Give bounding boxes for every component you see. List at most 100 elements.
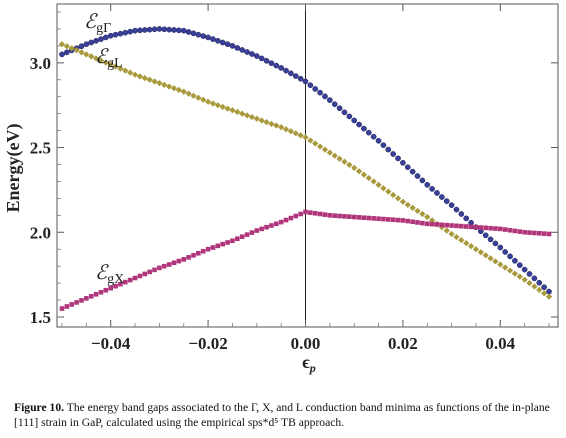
data-point [355, 168, 363, 175]
data-point [268, 120, 275, 127]
data-point [360, 171, 368, 178]
data-point [273, 122, 280, 129]
data-point [307, 82, 314, 89]
data-point [351, 164, 358, 172]
data-point [132, 27, 138, 34]
data-point [385, 146, 392, 153]
data-point [84, 296, 89, 301]
data-point [127, 277, 133, 283]
data-point [332, 213, 338, 218]
data-point [497, 244, 504, 251]
data-point [449, 223, 454, 228]
data-point [137, 27, 143, 34]
data-point [287, 128, 295, 135]
data-point [215, 243, 221, 249]
data-point [74, 300, 79, 305]
data-point [302, 78, 309, 85]
data-point [405, 218, 411, 224]
x-tick-label: −0.02 [188, 334, 227, 353]
data-point [458, 236, 465, 244]
data-point [298, 211, 303, 217]
data-point [234, 45, 241, 51]
data-point [531, 275, 538, 282]
data-point [117, 30, 124, 37]
data-point [376, 216, 381, 222]
data-point [69, 302, 75, 307]
data-point [108, 285, 113, 291]
data-point [292, 73, 299, 79]
data-point [370, 178, 377, 185]
data-point [512, 228, 518, 234]
data-point [487, 255, 494, 262]
data-point [278, 219, 284, 225]
data-point [200, 33, 207, 39]
data-point [434, 190, 440, 196]
data-point [137, 273, 143, 279]
data-point [307, 137, 314, 144]
data-point [210, 36, 216, 42]
figure-caption: Figure 10. The energy band gaps associat… [14, 400, 559, 430]
series-label-gX: ℰgX [95, 262, 124, 287]
plot-frame [56, 3, 559, 328]
data-point [205, 34, 211, 41]
data-point [316, 143, 324, 150]
data-point [497, 261, 504, 268]
data-point [141, 74, 148, 82]
data-point [517, 229, 523, 234]
data-point [488, 225, 493, 231]
data-point [536, 279, 543, 286]
data-point [453, 206, 460, 213]
data-point [424, 221, 430, 227]
series-gX [59, 209, 552, 311]
data-point [93, 291, 99, 297]
data-point [356, 121, 362, 128]
data-point [88, 294, 94, 299]
data-point [166, 26, 172, 33]
data-point [219, 39, 226, 46]
data-point [200, 96, 207, 103]
x-tick-label: 0.00 [291, 334, 321, 353]
data-point [492, 258, 499, 265]
data-point [526, 279, 533, 287]
data-point [443, 227, 450, 234]
data-point [59, 51, 65, 58]
data-point [439, 222, 445, 228]
data-point [512, 257, 518, 264]
data-point [473, 224, 479, 230]
data-point [268, 60, 275, 67]
data-point [385, 217, 391, 222]
data-point [531, 283, 538, 290]
series-label-gL: ℰgL [95, 46, 123, 71]
data-point [278, 65, 284, 71]
data-point [424, 181, 431, 188]
data-point [64, 304, 70, 309]
data-point [322, 93, 328, 100]
data-point [180, 27, 187, 34]
data-point [502, 249, 509, 255]
data-point [331, 152, 338, 159]
data-point [346, 161, 353, 168]
data-point [521, 276, 528, 283]
data-point [190, 30, 197, 37]
data-point [220, 241, 226, 247]
data-point [516, 262, 523, 268]
data-point [180, 88, 187, 95]
data-point [244, 232, 250, 237]
data-point [293, 213, 299, 219]
data-point [283, 67, 289, 74]
data-point [122, 67, 129, 74]
x-tick-label: 0.04 [485, 334, 515, 353]
data-point [195, 31, 202, 38]
data-point [400, 159, 406, 166]
data-point [419, 210, 426, 218]
data-point [482, 232, 489, 239]
data-point [166, 83, 173, 90]
data-point [122, 29, 129, 36]
data-point [448, 230, 455, 238]
data-point [492, 240, 499, 247]
data-point [259, 226, 264, 232]
data-point [263, 119, 270, 126]
data-point [235, 236, 240, 242]
data-point [541, 290, 548, 297]
data-point [507, 253, 513, 260]
